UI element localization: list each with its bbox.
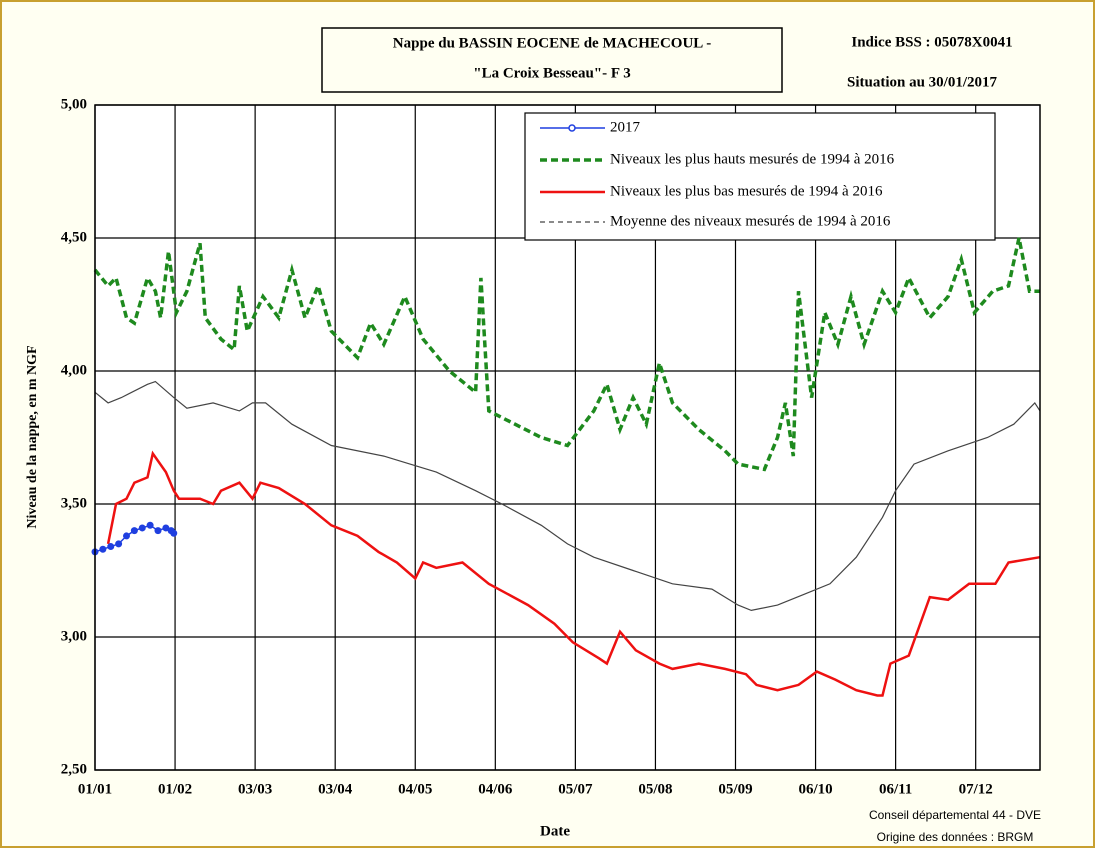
y-tick-label: 5,00	[61, 96, 87, 112]
data-point	[138, 524, 146, 532]
x-tick-label: 05/07	[558, 781, 593, 797]
data-point	[154, 527, 162, 535]
data-point	[99, 545, 107, 553]
x-tick-label: 06/11	[879, 781, 912, 797]
y-axis-label: Niveau de la nappe, en m NGF	[25, 345, 40, 528]
chart-subtitle: "La Croix Besseau"- F 3	[473, 65, 631, 81]
y-tick-label: 3,00	[61, 628, 87, 644]
data-point	[115, 540, 123, 548]
y-tick-label: 4,00	[61, 362, 87, 378]
data-point	[107, 543, 115, 551]
annotation: Situation au 30/01/2017	[847, 74, 998, 90]
x-tick-label: 05/08	[638, 781, 672, 797]
annotation: Conseil départemental 44 - DVE	[869, 808, 1041, 822]
legend-marker	[568, 124, 576, 132]
data-point	[146, 521, 154, 529]
data-point	[130, 527, 138, 535]
x-tick-label: 05/09	[718, 781, 752, 797]
data-point	[162, 524, 170, 532]
legend-label: Moyenne des niveaux mesurés de 1994 à 20…	[610, 213, 891, 229]
chart-title: Nappe du BASSIN EOCENE de MACHECOUL -	[393, 35, 711, 51]
x-tick-label: 01/02	[158, 781, 192, 797]
annotation: Origine des données : BRGM	[877, 830, 1034, 844]
data-point	[123, 532, 130, 540]
legend-label: 2017	[610, 119, 641, 135]
series-line	[94, 380, 1041, 612]
x-tick-label: 06/10	[798, 781, 832, 797]
data-point	[170, 529, 178, 537]
series-line	[106, 450, 1041, 697]
legend-label: Niveaux les plus hauts mesurés de 1994 à…	[610, 151, 895, 167]
y-tick-label: 3,50	[61, 495, 87, 511]
plot-border	[94, 104, 1041, 771]
x-tick-label: 03/03	[238, 781, 272, 797]
title-box	[321, 27, 783, 93]
legend-box	[524, 112, 996, 241]
annotation: Indice BSS : 05078X0041	[851, 34, 1012, 50]
x-axis-label: Date	[540, 823, 570, 839]
y-tick-label: 2,50	[61, 761, 87, 777]
legend-label: Niveaux les plus bas mesurés de 1994 à 2…	[610, 183, 883, 199]
x-tick-label: 01/01	[78, 781, 112, 797]
x-tick-label: 04/05	[398, 781, 432, 797]
y-tick-label: 4,50	[61, 229, 87, 245]
series-line	[93, 237, 1040, 472]
x-tick-label: 07/12	[959, 781, 993, 797]
x-tick-label: 04/06	[478, 781, 513, 797]
x-tick-label: 03/04	[318, 781, 353, 797]
